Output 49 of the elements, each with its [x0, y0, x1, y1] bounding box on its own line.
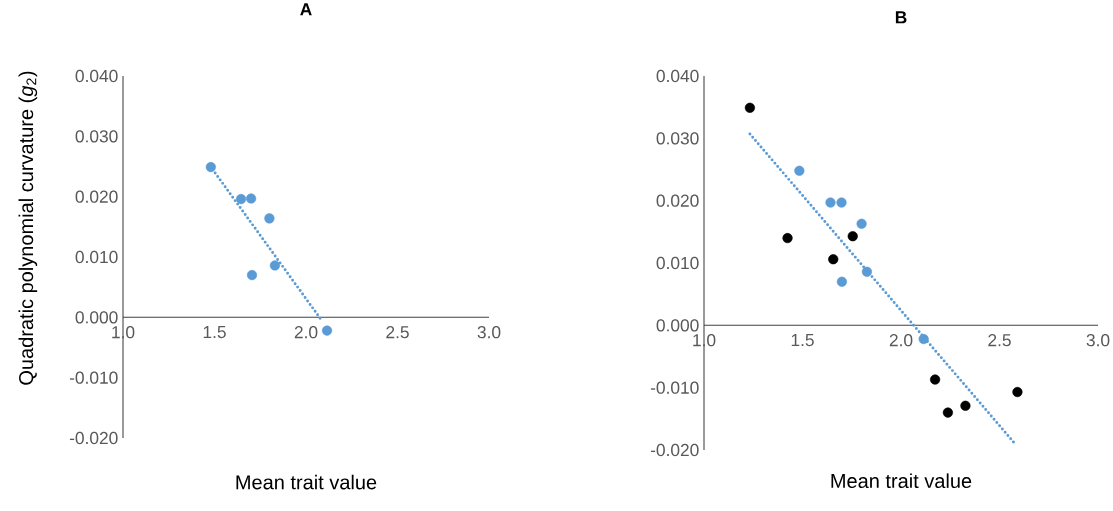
point [246, 193, 257, 204]
x-tick-label: 1.5 [791, 334, 814, 347]
point [960, 400, 971, 411]
y-tick-label: -0.020 [69, 431, 118, 445]
x-tick-label: 2.5 [988, 334, 1011, 347]
point [269, 260, 280, 271]
y-tick-label: 0.000 [656, 319, 699, 332]
y-tick-label: 0.040 [75, 69, 118, 83]
x-tick-label: 2.5 [386, 326, 409, 339]
point [828, 254, 839, 265]
x-axis-title: Mean trait value [831, 473, 972, 489]
point [205, 162, 216, 173]
x-tick-label: 1.5 [203, 326, 226, 339]
point [856, 218, 867, 229]
point [794, 165, 805, 176]
point [321, 325, 333, 336]
point [836, 276, 847, 287]
chart-title: A [300, 3, 312, 16]
x-tick-label: 2.0 [889, 334, 913, 347]
x-axis-title: Mean trait value [236, 474, 377, 490]
point [825, 197, 836, 208]
y-tick-label: 0.030 [656, 132, 699, 145]
point [264, 213, 275, 224]
point [861, 266, 872, 277]
point [235, 194, 247, 205]
point [782, 233, 793, 244]
y-tick-label: 0.020 [75, 190, 118, 203]
point [942, 407, 953, 418]
chart-title: B [895, 11, 907, 24]
y-tick-label: -0.010 [69, 371, 118, 384]
y-tick-label: -0.020 [650, 443, 699, 457]
point [930, 374, 941, 385]
y-axis-title: Quadratic polynomial curvature (g$_{2}$) [18, 71, 38, 385]
y-tick-label: 0.020 [656, 194, 699, 207]
point [744, 102, 755, 113]
y-tick-label: 0.030 [75, 130, 118, 143]
y-tick-label: 0.010 [656, 256, 699, 270]
x-tick-label: 3.0 [1086, 334, 1110, 347]
point [1012, 386, 1023, 398]
point [847, 231, 858, 242]
x-tick-label: 3.0 [477, 326, 501, 339]
point [246, 270, 258, 281]
point [918, 333, 929, 345]
y-tick-label: 0.000 [75, 311, 118, 324]
point [836, 197, 847, 208]
y-tick-label: 0.040 [656, 69, 699, 83]
y-tick-label: 0.010 [75, 250, 118, 264]
y-tick-label: -0.010 [650, 381, 699, 394]
x-tick-label: 2.0 [294, 326, 318, 339]
